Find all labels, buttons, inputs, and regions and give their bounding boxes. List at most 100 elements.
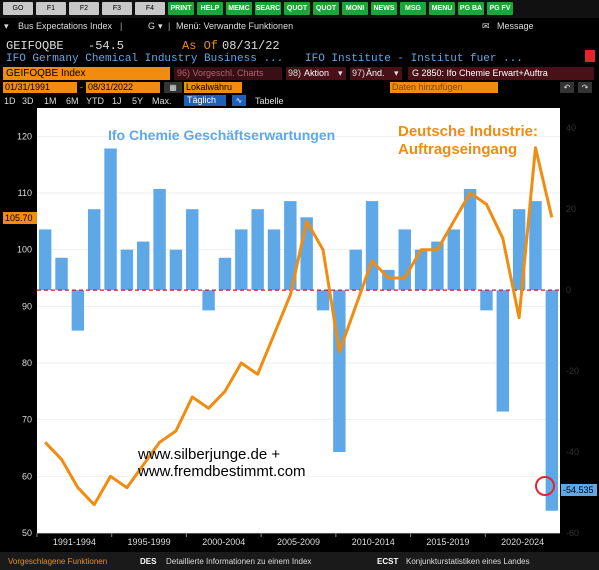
fkey-pg-ba[interactable]: PG BA xyxy=(458,2,484,15)
ecst-text[interactable]: Konjunkturstatistiken eines Landes xyxy=(406,557,530,566)
fkey-msg[interactable]: MSG xyxy=(400,2,426,15)
left-tick-label: 80 xyxy=(22,358,32,368)
bar xyxy=(496,290,510,412)
x-tick-label: 2015-2019 xyxy=(426,537,469,547)
fkey-memc[interactable]: MEMC xyxy=(226,2,252,15)
dropdown-icon[interactable]: ▾ xyxy=(4,21,9,31)
right-axis: -60 -40 -20 0 20 40 xyxy=(566,123,579,538)
menu-title[interactable]: Bus Expectations Index xyxy=(18,21,113,31)
end-date-field[interactable]: 08/31/2022 xyxy=(86,82,160,93)
corner-flag-icon xyxy=(585,50,595,62)
undo-icon[interactable]: ↶ xyxy=(560,82,574,93)
x-tick-label: 1991-1994 xyxy=(53,537,96,547)
fkey-pg-fv[interactable]: PG FV xyxy=(487,2,513,15)
action-button[interactable]: 98) Aktion ▾ xyxy=(286,67,346,80)
add-data-field[interactable]: Daten hinzufügen xyxy=(390,82,498,93)
ecst-code[interactable]: ECST xyxy=(377,557,399,566)
bar-series xyxy=(38,148,559,511)
period-1j[interactable]: 1J xyxy=(112,96,122,106)
period-1d[interactable]: 1D xyxy=(4,96,16,106)
bar xyxy=(71,290,85,331)
x-axis: 1991-1994 1995-1999 2000-2004 2005-2009 2010… xyxy=(36,533,544,547)
fkey-news[interactable]: NEWS xyxy=(371,2,397,15)
period-1m[interactable]: 1M xyxy=(44,96,57,106)
ticker-symbol: GEIFOQBE xyxy=(6,39,64,53)
message-icon[interactable]: ✉ xyxy=(482,21,490,31)
related-functions-menu[interactable]: Menü: Verwandte Funktionen xyxy=(176,21,294,31)
period-5y[interactable]: 5Y xyxy=(132,96,144,106)
suggested-charts-button[interactable]: 96) Vorgeschl. Charts xyxy=(174,67,282,80)
fkey-quot[interactable]: QUOT xyxy=(313,2,339,15)
left-last-value-tag: 105.70 xyxy=(3,212,37,224)
des-text[interactable]: Detaillierte Informationen zu einem Inde… xyxy=(166,557,312,566)
fkey-f1[interactable]: F1 xyxy=(36,2,66,15)
separator-icon: | xyxy=(120,21,123,31)
left-axis: 50 60 70 80 90 100 110 120 xyxy=(17,131,32,538)
fkey-moni[interactable]: MONI xyxy=(342,2,368,15)
right-tick-label: 40 xyxy=(566,123,576,133)
fkey-searc[interactable]: SEARC xyxy=(255,2,281,15)
bar xyxy=(120,249,134,291)
blue-series-label: Ifo Chemie Geschäftserwartungen xyxy=(108,127,335,143)
orange-series-label-2: Auftragseingang xyxy=(398,141,517,158)
message-link[interactable]: Message xyxy=(497,21,534,31)
watermark-line-2: www.fremdbestimmt.com xyxy=(137,463,306,480)
right-tick-label: 20 xyxy=(566,204,576,214)
plot-area xyxy=(37,108,560,533)
suggested-functions-link[interactable]: Vorgeschlagene Funktionen xyxy=(8,557,108,566)
fkey-f4[interactable]: F4 xyxy=(135,2,165,15)
period-6m[interactable]: 6M xyxy=(66,96,79,106)
asof-label: As Of xyxy=(182,39,219,53)
period-row: 1D 3D 1M 6M YTD 1J 5Y Max. Täglich ∿ Tabelle xyxy=(0,95,599,108)
des-code[interactable]: DES xyxy=(140,557,157,566)
period-ytd[interactable]: YTD xyxy=(86,96,104,106)
change-chevron-icon: ▾ xyxy=(394,68,399,78)
fkey-menu[interactable]: MENU xyxy=(429,2,455,15)
date-row: 01/31/1991 - 08/31/2022 ▦ Lokalwähru Dat… xyxy=(0,82,599,95)
date-dash: - xyxy=(80,82,83,92)
line-chart-icon[interactable]: ∿ xyxy=(232,95,246,106)
period-max[interactable]: Max. xyxy=(152,96,172,106)
x-tick-label: 1995-1999 xyxy=(128,537,171,547)
separator2-icon: | xyxy=(168,21,171,31)
fkey-f3[interactable]: F3 xyxy=(102,2,132,15)
left-tick-label: 100 xyxy=(17,245,32,255)
orange-series-label-1: Deutsche Industrie: xyxy=(398,123,538,140)
start-date-field[interactable]: 01/31/1991 xyxy=(3,82,77,93)
x-tick-label: 2010-2014 xyxy=(352,537,395,547)
index-field[interactable]: GEIFOQBE Index xyxy=(3,67,170,80)
period-3d[interactable]: 3D xyxy=(22,96,34,106)
fkey-quot[interactable]: QUOT xyxy=(284,2,310,15)
left-tick-label: 50 xyxy=(22,528,32,538)
chart: 50 60 70 80 90 100 110 120 -60 -40 -20 0 20 40 1991-… xyxy=(0,108,599,552)
bar xyxy=(137,241,150,291)
ticker-description: IFO Germany Chemical Industry Business .… xyxy=(6,53,284,65)
ticker-institute: IFO Institute - Institut fuer ... xyxy=(305,53,523,65)
bar xyxy=(529,201,542,291)
redo-icon[interactable]: ↷ xyxy=(578,82,592,93)
left-tick-label: 70 xyxy=(22,415,32,425)
right-last-value-tag: -54.535 xyxy=(561,484,597,496)
fkey-f2[interactable]: F2 xyxy=(69,2,99,15)
table-button[interactable]: Tabelle xyxy=(255,96,284,106)
right-tick-label: -20 xyxy=(566,366,579,376)
currency-select[interactable]: Lokalwähru xyxy=(184,82,242,93)
x-tick-label: 2005-2009 xyxy=(277,537,320,547)
bar xyxy=(316,290,330,311)
chart-name[interactable]: G 2850: Ifo Chemie Erwart+Auftra xyxy=(408,67,594,80)
bar xyxy=(431,241,444,291)
bar xyxy=(186,209,199,291)
fkey-print[interactable]: PRINT xyxy=(168,2,194,15)
bar xyxy=(414,249,428,291)
fkey-go[interactable]: GO xyxy=(3,2,33,15)
calendar-icon[interactable]: ▦ xyxy=(164,82,182,93)
change-button[interactable]: 97) Änd. ▾ xyxy=(350,67,402,80)
g-chevron-icon[interactable]: ▾ xyxy=(158,21,163,31)
g-menu[interactable]: G xyxy=(148,21,156,31)
bar xyxy=(333,290,346,453)
change-num: 97) xyxy=(352,68,366,78)
ticker-header: GEIFOQBE -54.5 As Of 08/31/22 IFO German… xyxy=(0,36,599,66)
frequency-select[interactable]: Täglich xyxy=(184,95,226,106)
fkey-help[interactable]: HELP xyxy=(197,2,223,15)
command-row: GEIFOQBE Index 96) Vorgeschl. Charts 98)… xyxy=(0,66,599,82)
